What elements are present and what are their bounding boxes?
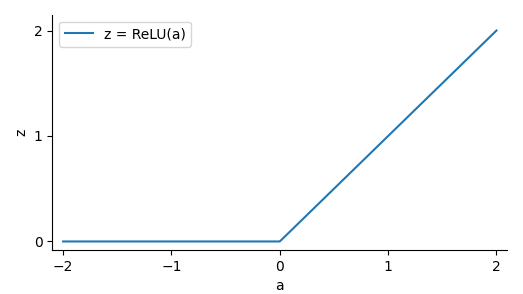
X-axis label: a: a [276, 279, 284, 293]
z = ReLU(a) [318, 200, 324, 203]
z = ReLU(a) [268, 240, 275, 243]
Y-axis label: z: z [14, 128, 28, 136]
z = ReLU(a) [294, 222, 301, 226]
Legend: z = ReLU(a): z = ReLU(a) [59, 22, 191, 47]
z = ReLU(a) [493, 29, 499, 32]
z = ReLU(a) [415, 105, 422, 108]
z = ReLU(a) [266, 240, 272, 243]
z = ReLU(a) [483, 39, 489, 42]
Line: z = ReLU(a): z = ReLU(a) [63, 31, 496, 241]
z = ReLU(a) [60, 240, 66, 243]
